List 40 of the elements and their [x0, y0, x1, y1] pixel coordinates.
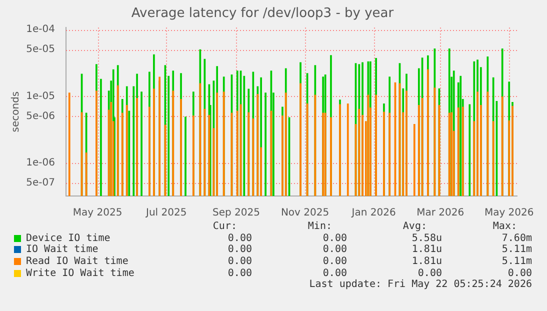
text: 0.00: [508, 268, 532, 280]
x-tick-label: Jan 2026: [350, 208, 396, 219]
x-tick-label: Nov 2025: [280, 208, 330, 219]
text: 5.58u: [412, 232, 442, 244]
text: 0.00: [322, 244, 347, 256]
chart-title: Average latency for /dev/loop3 - by year: [131, 6, 394, 22]
text: 1.81u: [412, 244, 442, 256]
text: Max:: [492, 221, 517, 233]
text: 1.81u: [412, 256, 442, 268]
text: 0.00: [228, 244, 252, 256]
text: 0.00: [322, 232, 347, 244]
text: 0.00: [322, 256, 347, 268]
text: Last update: Fri May 22 05:25:24 2026: [309, 279, 532, 292]
y-tick-label: 5e-06: [26, 110, 55, 122]
text: 0.00: [228, 232, 252, 244]
y-tick-label: 5e-05: [26, 44, 55, 56]
text: 5.11m: [502, 244, 532, 256]
legend-label: Read IO Wait time: [26, 256, 128, 268]
text: 7.60m: [502, 232, 532, 244]
text: Avg:: [402, 221, 427, 233]
text: 0.00: [228, 256, 252, 268]
y-tick-label: 5e-07: [26, 178, 55, 189]
y-axis-title: seconds: [10, 91, 22, 132]
y-tick-label: 1e-05: [26, 90, 55, 102]
x-tick-label: Jul 2025: [144, 208, 187, 219]
x-tick-label: May 2025: [72, 208, 122, 219]
x-tick-label: Sep 2025: [212, 208, 260, 219]
text: Min:: [308, 221, 332, 233]
legend-label: IO Wait time: [26, 244, 98, 256]
legend-label: Write IO Wait time: [26, 268, 134, 280]
text: 0.00: [322, 268, 347, 279]
x-tick-label: May 2026: [484, 208, 534, 219]
x-tick-label: Mar 2026: [416, 208, 464, 219]
text: 5.11m: [502, 256, 532, 268]
text: Cur:: [212, 221, 237, 233]
y-tick-label: 1e-04: [26, 24, 55, 36]
text: 0.00: [418, 268, 442, 280]
y-tick-label: 1e-06: [26, 158, 55, 169]
legend-label: Device IO time: [26, 232, 110, 244]
text: 0.00: [228, 268, 252, 280]
